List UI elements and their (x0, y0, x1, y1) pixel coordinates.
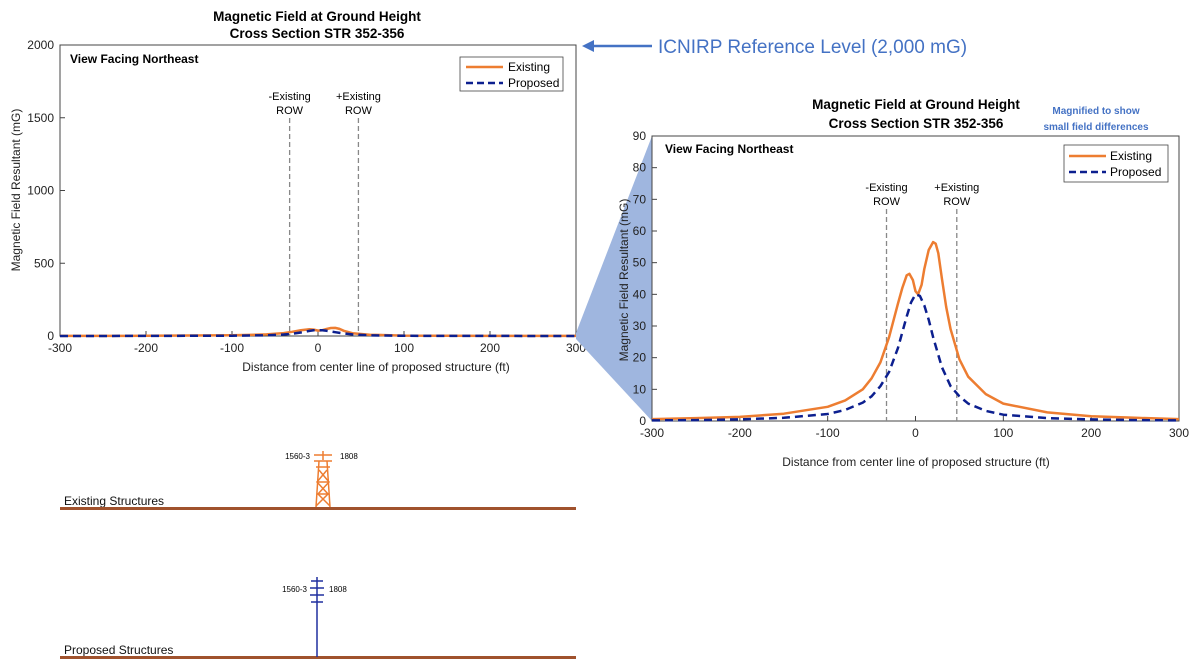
chart-left-subtitle: Cross Section STR 352-356 (230, 26, 405, 41)
row-boundary-label-row: ROW (345, 105, 373, 117)
x-tick-label: -200 (728, 426, 752, 440)
y-tick-label: 30 (633, 319, 647, 333)
x-tick-label: 100 (993, 426, 1013, 440)
proposed-structure-diagram: Proposed Structures 1560-3 1808 (60, 577, 576, 659)
y-tick-label: 500 (34, 256, 54, 270)
series-line-proposed (651, 293, 1180, 422)
existing-right-circuit-label: 1808 (340, 452, 358, 461)
existing-ground-line (60, 507, 576, 510)
x-tick-label: -200 (134, 341, 158, 355)
y-tick-label: 70 (633, 192, 647, 206)
row-boundary-label-row: ROW (873, 196, 901, 208)
chart-left-row-lines: -Existing ROW +Existing ROW (269, 91, 381, 336)
chart-left-title: Magnetic Field at Ground Height (213, 9, 421, 24)
y-tick-label: 80 (633, 161, 647, 175)
chart-right: Magnetic Field at Ground Height Cross Se… (617, 97, 1189, 469)
x-tick-label: 200 (1081, 426, 1101, 440)
chart-right-plot-area (651, 135, 1180, 422)
chart-left-xlabel: Distance from center line of proposed st… (242, 360, 509, 374)
chart-right-series (651, 240, 1180, 422)
existing-structures-label: Existing Structures (64, 494, 164, 508)
x-tick-label: 100 (394, 341, 414, 355)
chart-right-view-label: View Facing Northeast (665, 142, 793, 156)
y-tick-label: 2000 (27, 38, 54, 52)
zoom-callout-wedge (576, 136, 652, 421)
chart-left-plot-area (59, 44, 577, 337)
y-tick-label: 40 (633, 287, 647, 301)
x-tick-label: -100 (220, 341, 244, 355)
row-boundary-label-row: ROW (943, 196, 971, 208)
proposed-ground-line (60, 656, 576, 659)
x-tick-label: -100 (816, 426, 840, 440)
proposed-monopole-icon (310, 577, 324, 657)
x-tick-label: 0 (912, 426, 919, 440)
chart-right-legend-existing-label: Existing (1110, 149, 1152, 163)
x-tick-label: 200 (480, 341, 500, 355)
chart-right-legend: Existing Proposed (1063, 144, 1169, 183)
chart-left-legend-proposed-label: Proposed (508, 76, 559, 90)
y-tick-label: 90 (633, 129, 647, 143)
chart-left-legend-existing-label: Existing (508, 60, 550, 74)
y-tick-label: 60 (633, 224, 647, 238)
row-boundary-label: -Existing (269, 91, 311, 103)
chart-left-legend-box (459, 56, 564, 92)
x-tick-label: -300 (640, 426, 664, 440)
chart-left-view-label: View Facing Northeast (70, 52, 198, 66)
existing-structure-diagram: Existing Structures 1560-3 1808 (60, 451, 576, 510)
chart-left-series (59, 326, 577, 338)
chart-left-legend: Existing Proposed (459, 56, 564, 92)
existing-lattice-tower-icon (314, 451, 332, 508)
chart-right-legend-proposed-label: Proposed (1110, 165, 1161, 179)
icnirp-arrow-head-icon (582, 40, 594, 52)
chart-right-row-lines: -Existing ROW +Existing ROW (865, 182, 979, 421)
row-boundary-label: -Existing (865, 182, 907, 194)
chart-left: Magnetic Field at Ground Height Cross Se… (9, 9, 586, 374)
y-tick-label: 1500 (27, 111, 54, 125)
chart-right-ticks: -300 -200 -100 0 100 200 300 0 10 20 30 40 50 60 70 80 9… (633, 129, 1190, 440)
proposed-structures-label: Proposed Structures (64, 643, 173, 657)
chart-left-ylabel: Magnetic Field Resultant (mG) (9, 109, 23, 272)
y-tick-label: 0 (639, 414, 646, 428)
icnirp-annotation: ICNIRP Reference Level (2,000 mG) (582, 37, 967, 58)
y-tick-label: 50 (633, 256, 647, 270)
existing-left-circuit-label: 1560-3 (285, 452, 310, 461)
proposed-right-circuit-label: 1808 (329, 585, 347, 594)
row-boundary-label: +Existing (934, 182, 979, 194)
chart-right-xlabel: Distance from center line of proposed st… (782, 455, 1049, 469)
chart-right-legend-box (1063, 144, 1169, 183)
row-boundary-label: +Existing (336, 91, 381, 103)
y-tick-label: 20 (633, 351, 647, 365)
chart-right-ylabel: Magnetic Field Resultant (mG) (617, 199, 631, 362)
magnified-note-line1: Magnified to show (1052, 106, 1139, 117)
x-tick-label: 300 (1169, 426, 1189, 440)
proposed-left-circuit-label: 1560-3 (282, 585, 307, 594)
chart-right-subtitle: Cross Section STR 352-356 (829, 116, 1004, 131)
series-line-existing (651, 240, 1180, 421)
y-tick-label: 10 (633, 382, 647, 396)
y-tick-label: 0 (47, 329, 54, 343)
magnified-note-line2: small field differences (1043, 122, 1148, 133)
x-tick-label: 0 (315, 341, 322, 355)
row-boundary-label-row: ROW (276, 105, 304, 117)
icnirp-reference-label: ICNIRP Reference Level (2,000 mG) (658, 37, 967, 58)
y-tick-label: 1000 (27, 184, 54, 198)
chart-right-title: Magnetic Field at Ground Height (812, 97, 1020, 112)
x-tick-label: -300 (48, 341, 72, 355)
